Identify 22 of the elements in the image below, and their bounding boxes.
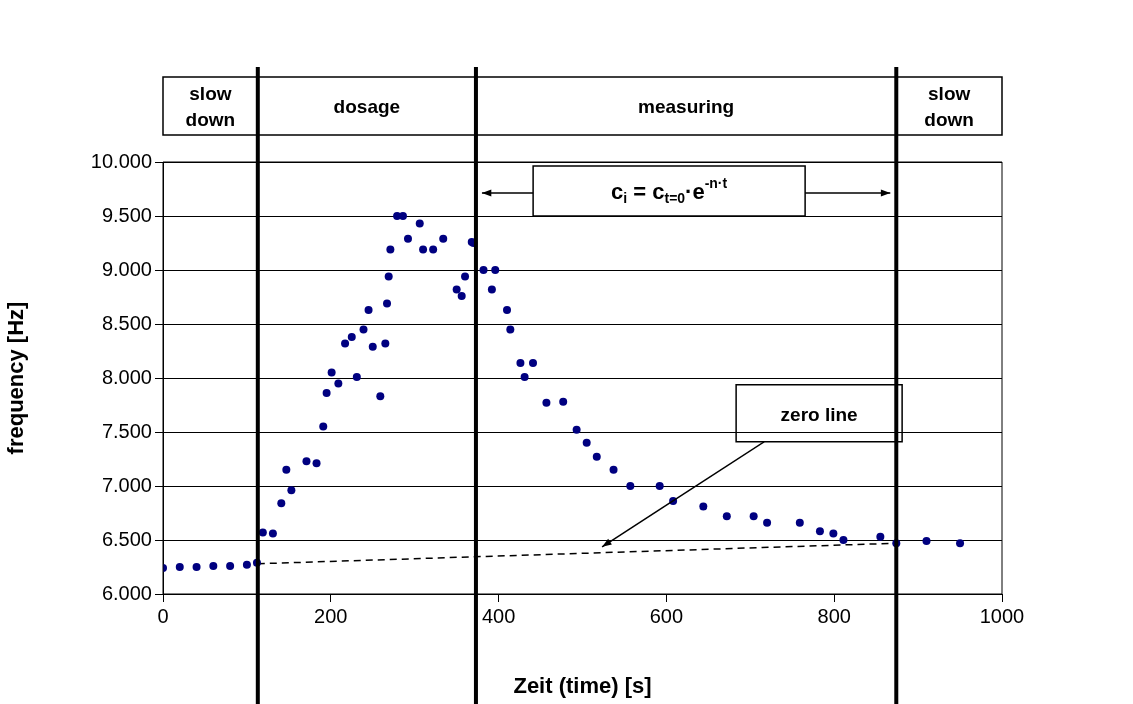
y-axis-title: frequency [Hz]: [3, 301, 29, 455]
y-tick-label: 8.000: [101, 365, 152, 388]
annotation: zero line: [780, 403, 858, 425]
y-tick-label: 7.500: [101, 419, 152, 442]
y-tick-label: 6.500: [101, 527, 152, 550]
y-tick-label: 6.000: [101, 581, 152, 604]
x-tick-label: 0: [157, 604, 169, 627]
x-tick-label: 400: [481, 604, 516, 627]
x-tick-label: 1000: [979, 604, 1025, 627]
text: measuring: [638, 96, 735, 118]
y-tick-label: 9.500: [101, 203, 152, 226]
y-tick-label: 7.000: [101, 473, 152, 496]
x-tick-label: 800: [817, 604, 851, 627]
x-tick-label: 200: [314, 604, 348, 627]
x-tick-label: 600: [649, 604, 684, 627]
text: dosage: [333, 96, 401, 118]
x-axis-title: Zeit (time) [s]: [513, 672, 652, 698]
text: slow down: [185, 83, 236, 131]
y-tick-label: 9.000: [101, 257, 152, 280]
text: slow down: [924, 83, 974, 131]
y-tick-label: 10.000: [90, 149, 152, 172]
y-tick-label: 8.500: [101, 311, 152, 334]
